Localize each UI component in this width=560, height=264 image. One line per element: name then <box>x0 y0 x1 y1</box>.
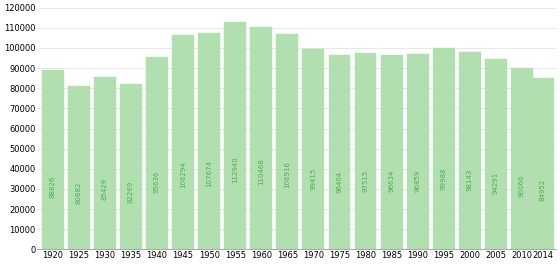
Text: 110468: 110468 <box>258 158 264 185</box>
Bar <box>224 22 246 249</box>
Text: 90066: 90066 <box>519 175 525 197</box>
Bar <box>381 55 403 249</box>
Text: 94291: 94291 <box>493 172 499 194</box>
Text: 112940: 112940 <box>232 157 238 183</box>
Bar <box>532 78 554 249</box>
Bar <box>485 59 507 249</box>
Text: 96634: 96634 <box>389 170 395 192</box>
Bar <box>511 68 533 249</box>
Text: 106294: 106294 <box>180 161 186 188</box>
Text: 99415: 99415 <box>310 168 316 190</box>
Bar <box>120 84 142 249</box>
Bar <box>198 32 220 249</box>
Text: 88826: 88826 <box>50 176 55 198</box>
Bar <box>42 70 64 249</box>
Bar <box>250 27 272 249</box>
Bar <box>459 52 480 249</box>
Bar <box>277 34 298 249</box>
Text: 82269: 82269 <box>128 180 134 202</box>
Text: 98143: 98143 <box>467 169 473 191</box>
Bar <box>302 49 324 249</box>
Text: 99988: 99988 <box>441 168 447 190</box>
Text: 95636: 95636 <box>154 171 160 193</box>
Text: 96859: 96859 <box>414 170 421 192</box>
Bar <box>146 57 168 249</box>
Text: 85429: 85429 <box>102 178 108 200</box>
Text: 107674: 107674 <box>206 160 212 187</box>
Text: 84952: 84952 <box>540 178 546 201</box>
Bar <box>407 54 428 249</box>
Text: 96404: 96404 <box>337 170 343 192</box>
Bar <box>329 55 351 249</box>
Bar <box>94 77 116 249</box>
Bar <box>354 53 376 249</box>
Text: 80882: 80882 <box>76 181 82 204</box>
Text: 97515: 97515 <box>362 169 368 192</box>
Text: 106916: 106916 <box>284 161 290 187</box>
Bar <box>68 87 90 249</box>
Bar <box>172 35 194 249</box>
Bar <box>433 48 455 249</box>
